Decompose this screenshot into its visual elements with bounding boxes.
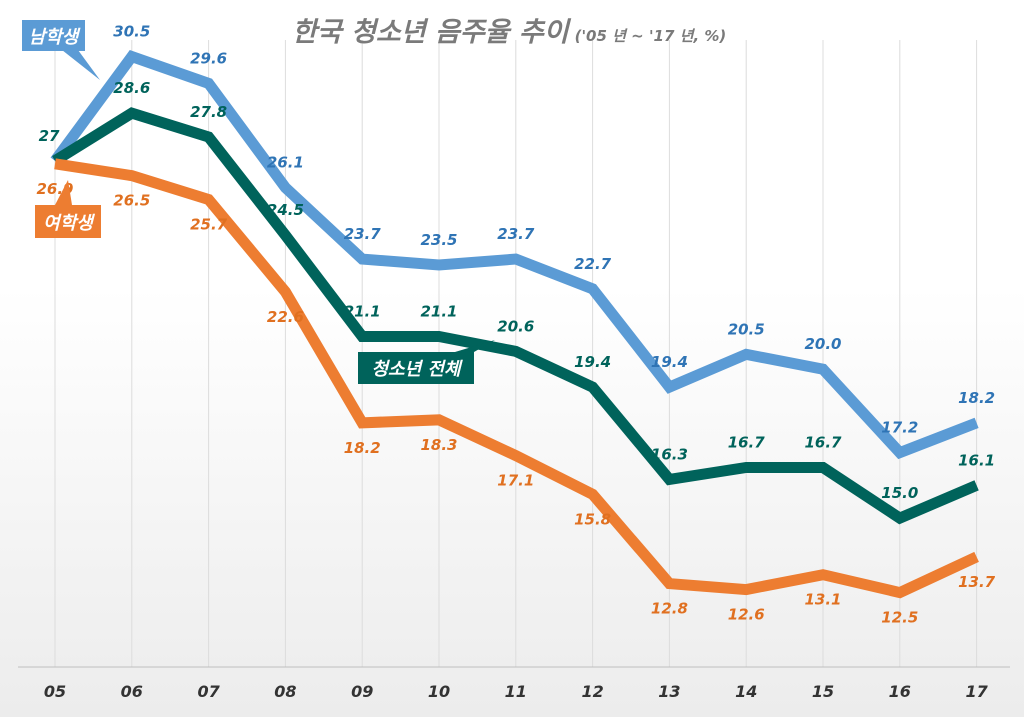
data-label: 17.1 (497, 472, 534, 490)
callout-pointer (62, 50, 100, 80)
data-label: 23.5 (420, 231, 457, 249)
data-label: 12.5 (881, 609, 918, 627)
x-tick-label: 13 (658, 682, 680, 701)
x-tick-label: 08 (274, 682, 296, 701)
data-label: 17.2 (881, 419, 918, 437)
x-tick-label: 10 (428, 682, 450, 701)
data-label: 23.7 (497, 225, 535, 243)
data-label: 13.7 (958, 573, 996, 591)
legend-callout-female: 여학생 (35, 205, 101, 238)
title-text: 한국 청소년 음주율 추이 (292, 17, 569, 48)
chart-title: 한국 청소년 음주율 추이 ('05 년 ~ '17 년, %) (292, 10, 726, 49)
data-label: 21.1 (344, 302, 381, 320)
callout-pointer (455, 340, 495, 352)
data-label: 23.7 (344, 225, 382, 243)
callout-pointer (55, 180, 72, 205)
x-tick-label: 12 (581, 682, 603, 701)
data-label: 24.5 (267, 201, 304, 219)
data-label: 22.6 (267, 308, 304, 326)
data-label: 16.7 (804, 433, 842, 451)
x-tick-label: 15 (812, 682, 834, 701)
legend-callout-total: 청소년 전체 (358, 352, 474, 384)
data-label: 30.5 (113, 23, 150, 41)
data-label: 18.2 (958, 389, 995, 407)
data-label: 26.5 (113, 192, 150, 210)
data-label: 15.8 (574, 510, 611, 528)
data-label: 20.0 (804, 335, 841, 353)
x-tick-label: 05 (44, 682, 66, 701)
data-label: 22.7 (574, 255, 612, 273)
x-tick-label: 11 (505, 682, 527, 701)
data-label: 15.0 (881, 484, 918, 502)
data-label: 19.4 (574, 353, 611, 371)
x-tick-label: 07 (197, 682, 220, 701)
x-tick-label: 16 (889, 682, 911, 701)
data-label: 19.4 (651, 353, 688, 371)
legend-callout-male: 남학생 (22, 20, 85, 51)
data-label: 16.7 (728, 433, 766, 451)
x-tick-label: 06 (121, 682, 143, 701)
subtitle-text: ('05 년 ~ '17 년, %) (574, 27, 727, 45)
data-label: 27.8 (190, 103, 227, 121)
x-tick-label: 17 (965, 682, 988, 701)
data-label: 20.6 (497, 317, 534, 335)
data-label: 18.3 (420, 436, 457, 454)
x-tick-label: 09 (351, 682, 373, 701)
data-label: 29.6 (190, 49, 227, 67)
legend-label-total: 청소년 전체 (371, 359, 461, 380)
legend-label-male: 남학생 (28, 26, 79, 48)
data-label: 25.7 (190, 216, 228, 234)
data-label: 12.8 (651, 600, 688, 618)
data-label: 18.2 (344, 439, 381, 457)
data-label: 26.1 (267, 154, 304, 172)
data-label: 16.1 (958, 451, 995, 469)
legend-label-female: 여학생 (43, 212, 93, 234)
data-label: 20.5 (728, 320, 765, 338)
data-label: 27 (39, 127, 60, 145)
x-tick-label: 14 (735, 682, 757, 701)
data-label: 13.1 (804, 591, 841, 609)
data-label: 16.3 (651, 445, 688, 463)
data-label: 21.1 (420, 302, 457, 320)
data-label: 28.6 (113, 79, 150, 97)
data-label: 12.6 (728, 606, 765, 624)
